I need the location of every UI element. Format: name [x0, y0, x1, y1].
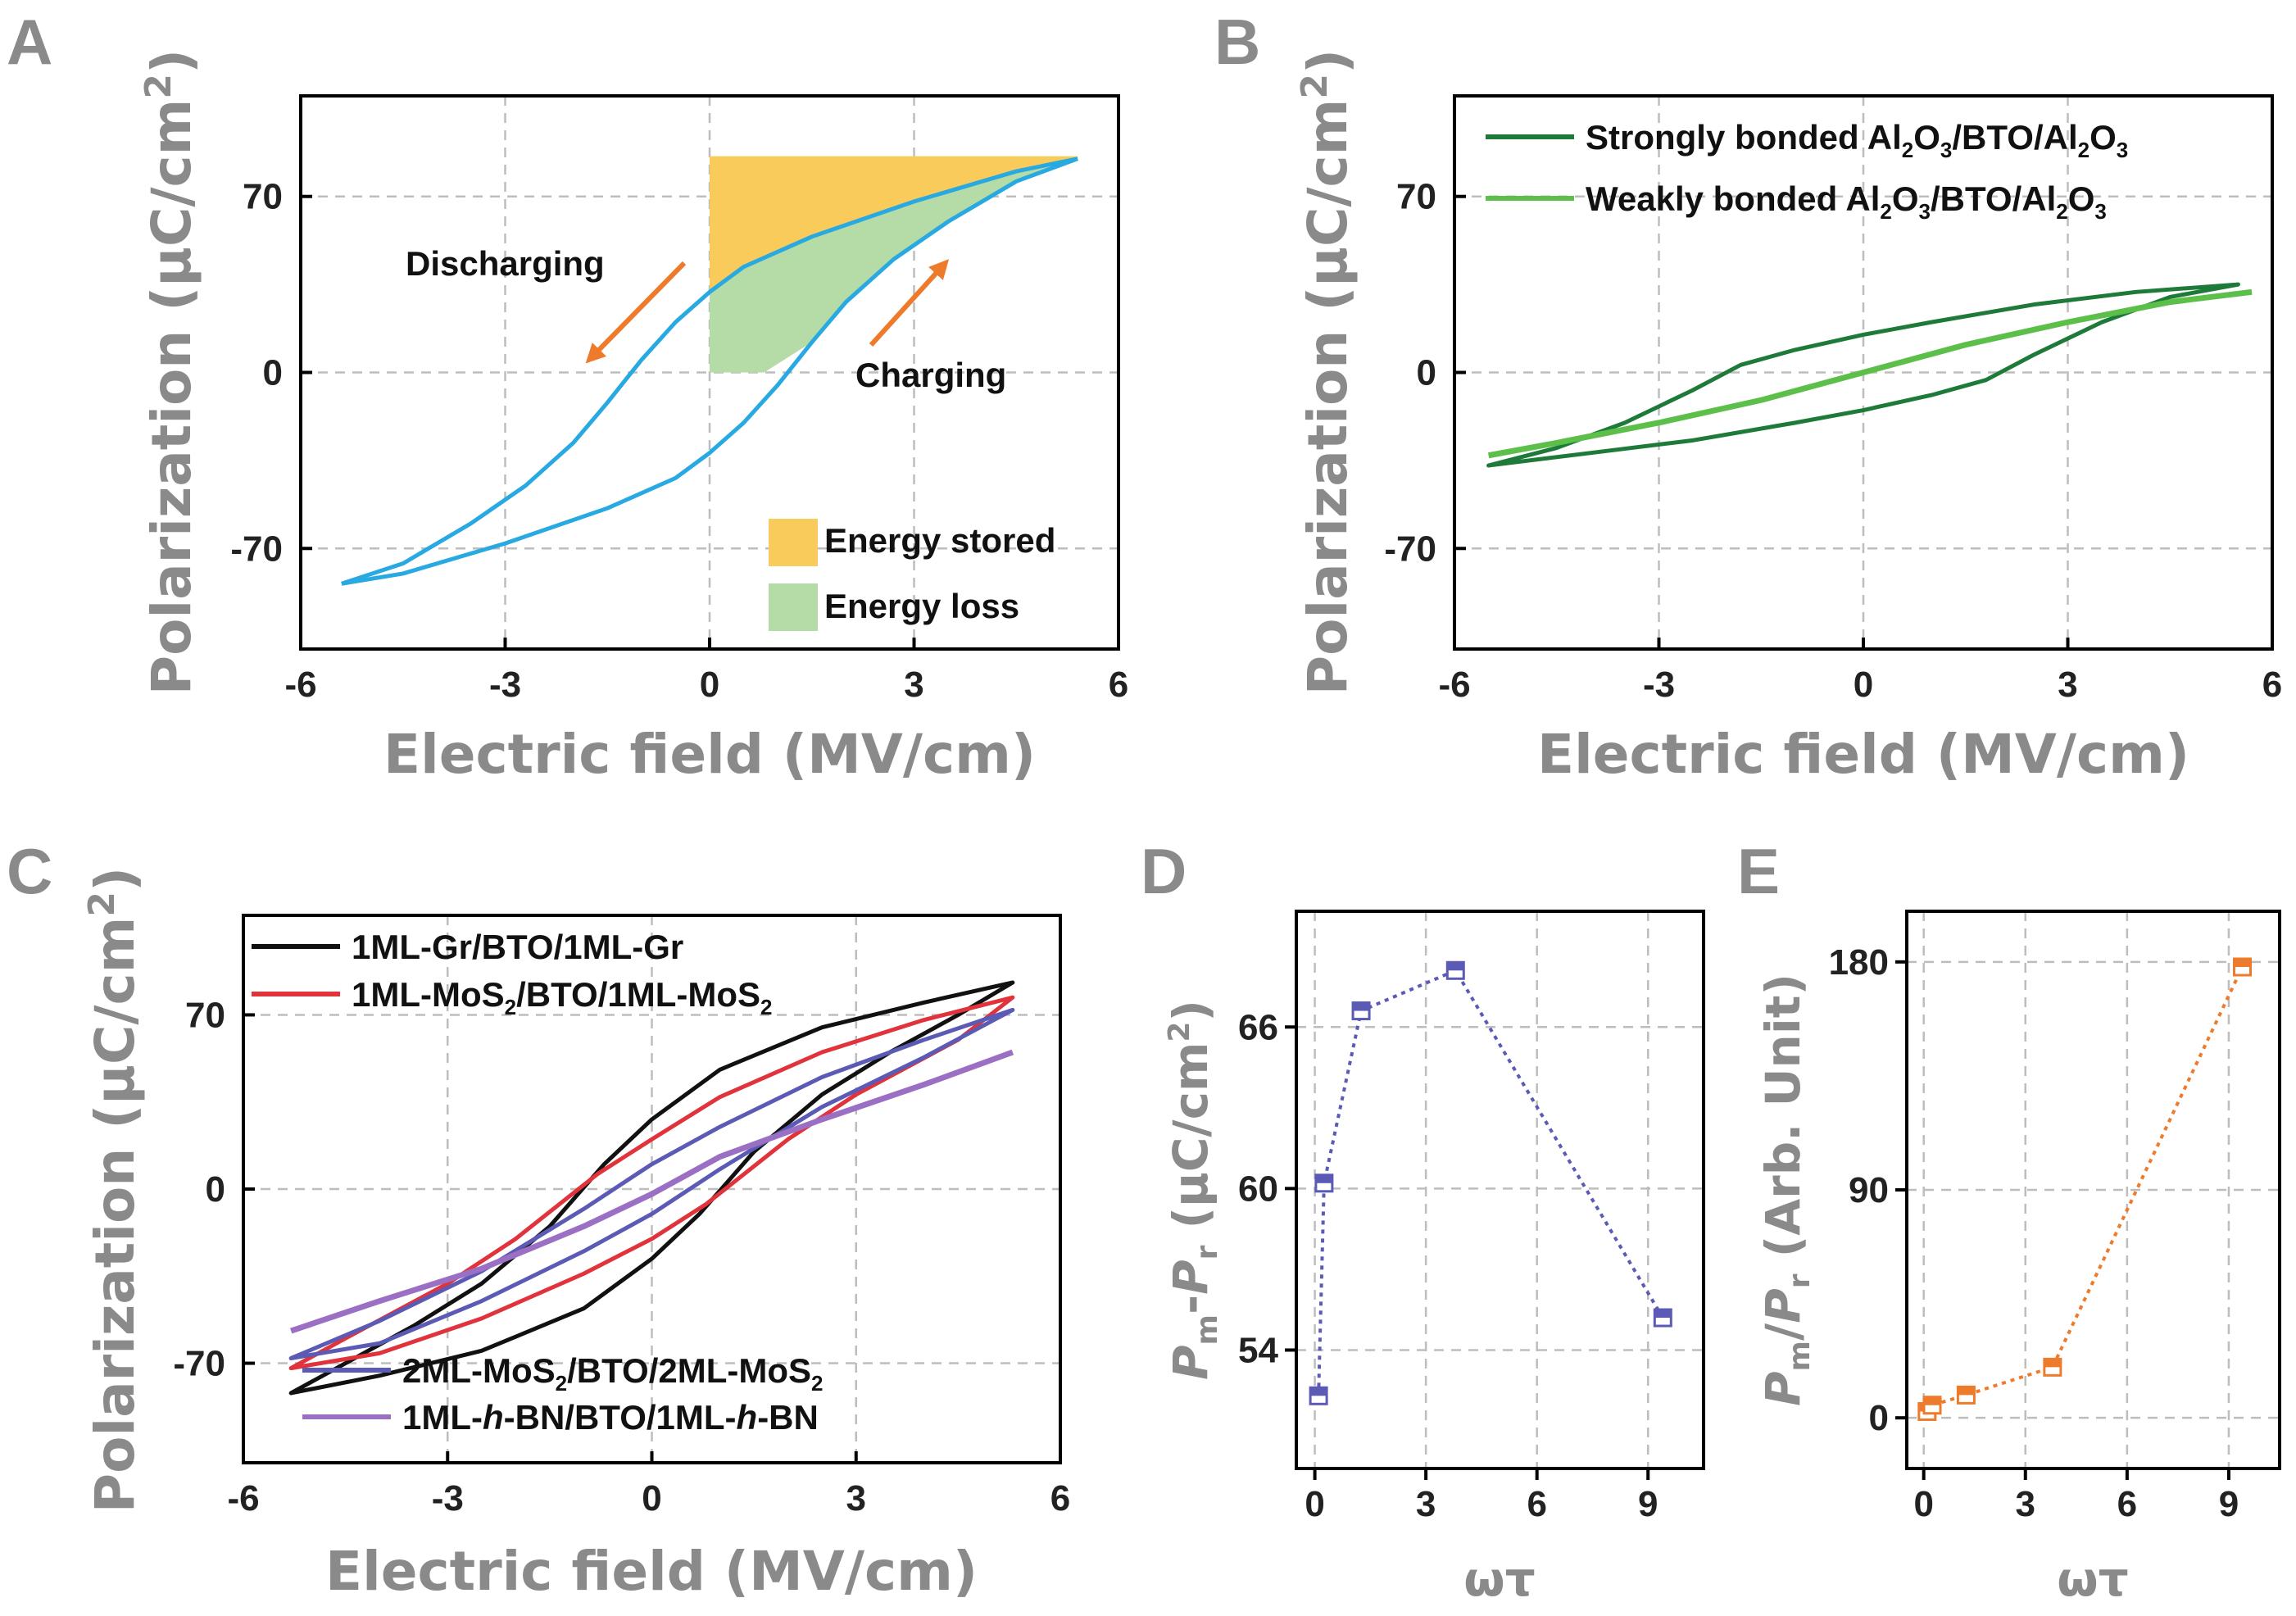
x-tick-label-c: -6: [227, 1478, 259, 1518]
y-tick-label-b: 70: [1396, 177, 1436, 217]
x-tick-label-d: 0: [1305, 1484, 1324, 1524]
chart-a: A -6 -3 0 3 6 -70 0 70 Discharging Charging Ene…: [7, 6, 1128, 786]
panel-label-e: E: [1737, 835, 1780, 907]
series-line-a-1: [341, 157, 1078, 586]
x-axis-label-e: ωτ: [2057, 1551, 2128, 1607]
y-axis-label-b: Polarization (μC/cm2): [1294, 49, 1359, 695]
legend-swatch-energy-stored: [769, 519, 818, 566]
x-axis-label-c: Electric field (MV/cm): [325, 1540, 978, 1603]
charging-arrow: [869, 259, 950, 347]
y-tick-label-e: 90: [1849, 1170, 1889, 1210]
y-tick-label-c: 0: [206, 1169, 225, 1210]
x-tick-label-a: 0: [700, 665, 719, 705]
chart-b: B -6 -3 0 3 6 -70 0 70 Strongly bonded Al2O3/BT…: [1214, 6, 2282, 786]
x-tick-label-b: -6: [1438, 665, 1470, 705]
series-line-d: [1317, 968, 1665, 1396]
legend-label-energy-stored: Energy stored: [824, 521, 1055, 560]
series-line-a-2: [341, 157, 1078, 586]
x-tick-label-a: 6: [1109, 665, 1128, 705]
x-tick-label-a: -6: [284, 665, 316, 705]
legend-label-c-1: 1ML-Gr/BTO/1ML-Gr: [352, 928, 683, 966]
x-tick-label-e: 6: [2117, 1484, 2137, 1524]
x-tick-label-c: 6: [1050, 1478, 1070, 1518]
panel-label-a: A: [7, 6, 52, 78]
x-tick-label-c: 0: [642, 1478, 661, 1518]
x-tick-label-a: 3: [904, 665, 923, 705]
y-tick-label-b: -70: [1384, 529, 1436, 569]
y-tick-label-d: 66: [1238, 1007, 1278, 1047]
y-tick-label-a: 0: [263, 353, 283, 393]
data-point-d: [1445, 960, 1465, 980]
y-tick-label-b: 0: [1417, 353, 1436, 393]
y-tick-label-d: 54: [1238, 1330, 1278, 1370]
y-axis-label-d: Pm-Pr (μC/cm2): [1163, 1000, 1224, 1380]
panel-label-d: D: [1141, 835, 1187, 907]
discharging-arrow: [585, 261, 687, 364]
series-line-e: [1926, 966, 2244, 1413]
legend-swatch-energy-loss: [769, 583, 818, 631]
data-point-e: [1922, 1396, 1942, 1415]
x-axis-label-a: Electric field (MV/cm): [383, 723, 1036, 786]
legend-label-c-2: 1ML-MoS2/BTO/1ML-MoS2: [352, 975, 772, 1019]
y-tick-label-e: 180: [1829, 942, 1889, 983]
plot-frame-d: [1295, 910, 1705, 1470]
legend-label-c-4: 1ML-h-BN/BTO/1ML-h-BN: [402, 1398, 819, 1437]
y-axis-label-e: Pm/Pr (Arb. Unit): [1755, 974, 1817, 1406]
x-tick-label-b: 0: [1854, 665, 1873, 705]
y-tick-label-a: -70: [230, 529, 283, 569]
y-axis-label-c: Polarization (μC/cm2): [81, 867, 147, 1513]
chart-c: C -6 -3 0 3 6 -70 0 70 1ML-Gr/BTO/1ML-Gr 1ML-MoS…: [7, 835, 1070, 1603]
energy-loss-region: [710, 158, 1078, 373]
data-point-e: [1956, 1385, 1976, 1405]
data-point-e: [2233, 957, 2252, 977]
data-point-e: [2043, 1357, 2062, 1377]
y-tick-label-c: -70: [173, 1344, 225, 1384]
energy-stored-region: [710, 156, 1078, 293]
data-point-d: [1314, 1173, 1334, 1193]
annotation-discharging: Discharging: [406, 244, 605, 283]
x-tick-label-e: 0: [1913, 1484, 1933, 1524]
y-tick-label-d: 60: [1238, 1169, 1278, 1209]
x-tick-label-c: -3: [432, 1478, 464, 1518]
x-tick-label-b: 6: [2262, 665, 2282, 705]
x-tick-label-d: 6: [1527, 1484, 1546, 1524]
data-point-d: [1653, 1308, 1672, 1328]
x-axis-label-b: Electric field (MV/cm): [1537, 723, 2189, 786]
series-line-b-1: [1486, 282, 2240, 468]
x-tick-label-e: 9: [2219, 1484, 2239, 1524]
x-tick-label-d: 9: [1638, 1484, 1658, 1524]
data-point-d: [1351, 1001, 1371, 1021]
x-tick-label-b: 3: [2058, 665, 2077, 705]
x-tick-label-e: 3: [2016, 1484, 2035, 1524]
legend-label-b-2: Weakly bonded Al2O3/BTO/Al2O3: [1586, 179, 2107, 224]
x-axis-label-d: ωτ: [1463, 1551, 1535, 1607]
y-tick-label-a: 70: [243, 177, 283, 217]
legend-label-b-1: Strongly bonded Al2O3/BTO/Al2O3: [1586, 118, 2128, 162]
y-tick-label-c: 70: [185, 995, 225, 1035]
series-line-c-2: [288, 995, 1015, 1371]
chart-d: D 0 3 6 9 54 60 66 ωτ Pm-Pr (μC/cm2): [1141, 835, 1705, 1607]
annotation-charging: Charging: [855, 356, 1006, 394]
y-axis-label-a: Polarization (μC/cm2): [138, 49, 203, 695]
x-tick-label-c: 3: [846, 1478, 866, 1518]
x-tick-label-a: -3: [489, 665, 521, 705]
series-line-c-4: [290, 1049, 1014, 1334]
legend-label-energy-loss: Energy loss: [824, 587, 1019, 625]
y-tick-label-e: 0: [1869, 1398, 1889, 1438]
panel-label-b: B: [1214, 6, 1260, 78]
x-tick-label-b: -3: [1643, 665, 1675, 705]
panel-label-c: C: [7, 835, 52, 907]
legend-label-c-3: 2ML-MoS2/BTO/2ML-MoS2: [402, 1351, 823, 1396]
x-tick-label-d: 3: [1416, 1484, 1436, 1524]
series-line-b-2: [1487, 288, 2253, 459]
data-point-d: [1309, 1386, 1328, 1405]
series-line-c-3: [288, 1007, 1015, 1360]
series-line-c-1: [288, 980, 1015, 1396]
